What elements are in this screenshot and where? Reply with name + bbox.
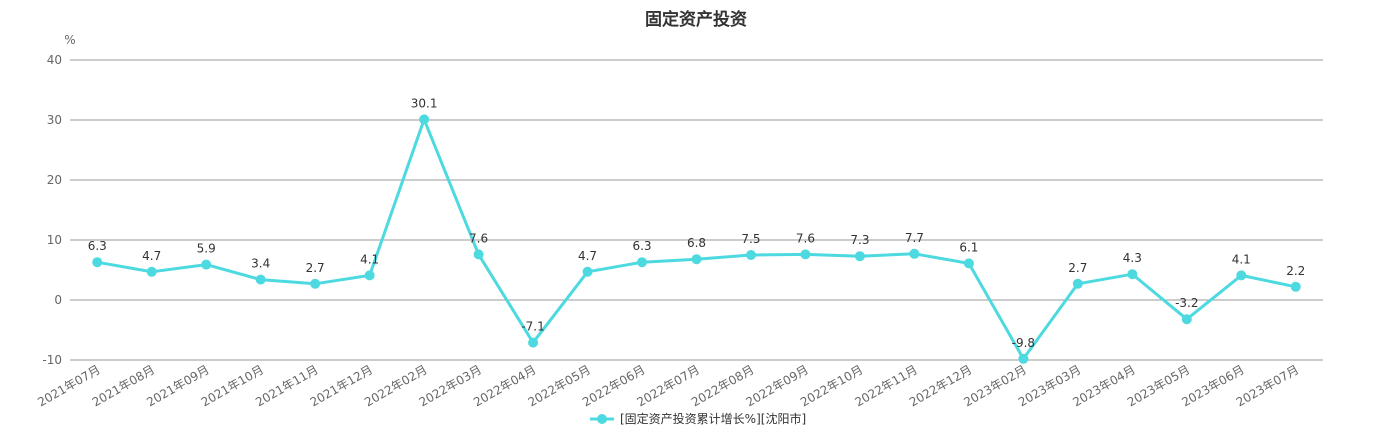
data-label: 4.7 <box>578 249 597 263</box>
data-point[interactable] <box>528 337 539 348</box>
legend[interactable]: [固定资产投资累计增长%][沈阳市] <box>590 411 806 426</box>
data-point[interactable] <box>310 278 321 289</box>
data-point[interactable] <box>637 257 648 268</box>
data-label: 4.3 <box>1123 251 1142 265</box>
data-label: 6.3 <box>632 239 651 253</box>
data-point[interactable] <box>800 249 811 260</box>
data-label: 3.4 <box>251 257 270 271</box>
legend-marker-icon <box>597 414 607 424</box>
y-axis-ticks: -10 0 10 20 30 40 <box>42 53 62 367</box>
data-point[interactable] <box>201 259 212 270</box>
data-point[interactable] <box>364 270 375 281</box>
data-label: 6.3 <box>88 239 107 253</box>
data-label: 7.6 <box>796 231 815 245</box>
data-label: 2.7 <box>1068 261 1087 275</box>
legend-label: [固定资产投资累计增长%][沈阳市] <box>620 411 806 426</box>
data-point[interactable] <box>1236 270 1247 281</box>
y-tick-label: -10 <box>42 353 62 367</box>
data-point[interactable] <box>1181 314 1192 325</box>
data-label: 5.9 <box>197 242 216 256</box>
data-label: 4.1 <box>360 252 379 266</box>
data-point[interactable] <box>854 251 865 262</box>
y-axis-unit: % <box>64 33 75 47</box>
y-tick-label: 40 <box>47 53 62 67</box>
data-label: 6.1 <box>959 240 978 254</box>
series-group <box>92 114 1301 364</box>
data-point[interactable] <box>146 266 157 277</box>
data-label: 4.1 <box>1232 252 1251 266</box>
x-axis-ticks: 2021年07月2021年08月2021年09月2021年10月2021年11月… <box>35 362 1301 409</box>
data-label: -3.2 <box>1175 296 1198 310</box>
y-tick-label: 30 <box>47 113 62 127</box>
data-label: 6.8 <box>687 236 706 250</box>
data-label: 2.2 <box>1286 264 1305 278</box>
y-tick-label: 20 <box>47 173 62 187</box>
data-label: 7.7 <box>905 231 924 245</box>
data-point[interactable] <box>963 258 974 269</box>
data-label: 4.7 <box>142 249 161 263</box>
data-point[interactable] <box>1290 281 1301 292</box>
data-point[interactable] <box>691 254 702 265</box>
x-tick-label: 2023年07月 <box>1234 362 1301 409</box>
data-point[interactable] <box>255 274 266 285</box>
data-label: 7.3 <box>850 233 869 247</box>
gridlines <box>70 59 1323 361</box>
y-tick-label: 0 <box>54 293 62 307</box>
data-point[interactable] <box>745 250 756 260</box>
data-label: 7.5 <box>741 232 760 246</box>
data-label: -7.1 <box>521 320 544 334</box>
y-tick-label: 10 <box>47 233 62 247</box>
chart-title: 固定资产投资 <box>645 9 747 30</box>
data-label: -9.8 <box>1012 336 1035 350</box>
data-point[interactable] <box>473 249 484 260</box>
data-point[interactable] <box>1018 353 1029 364</box>
data-label: 30.1 <box>411 96 438 110</box>
data-point[interactable] <box>419 114 430 125</box>
data-point[interactable] <box>582 266 593 277</box>
data-point[interactable] <box>909 248 920 259</box>
data-point[interactable] <box>1072 278 1083 289</box>
data-point[interactable] <box>1127 269 1138 280</box>
data-label: 7.6 <box>469 231 488 245</box>
data-label: 2.7 <box>306 261 325 275</box>
data-point[interactable] <box>92 257 103 268</box>
data-labels: 6.3 4.7 5.9 3.4 2.7 4.1 30.1 7.6 -7.1 4.7 6.3 6.8 7.… <box>88 96 1306 349</box>
